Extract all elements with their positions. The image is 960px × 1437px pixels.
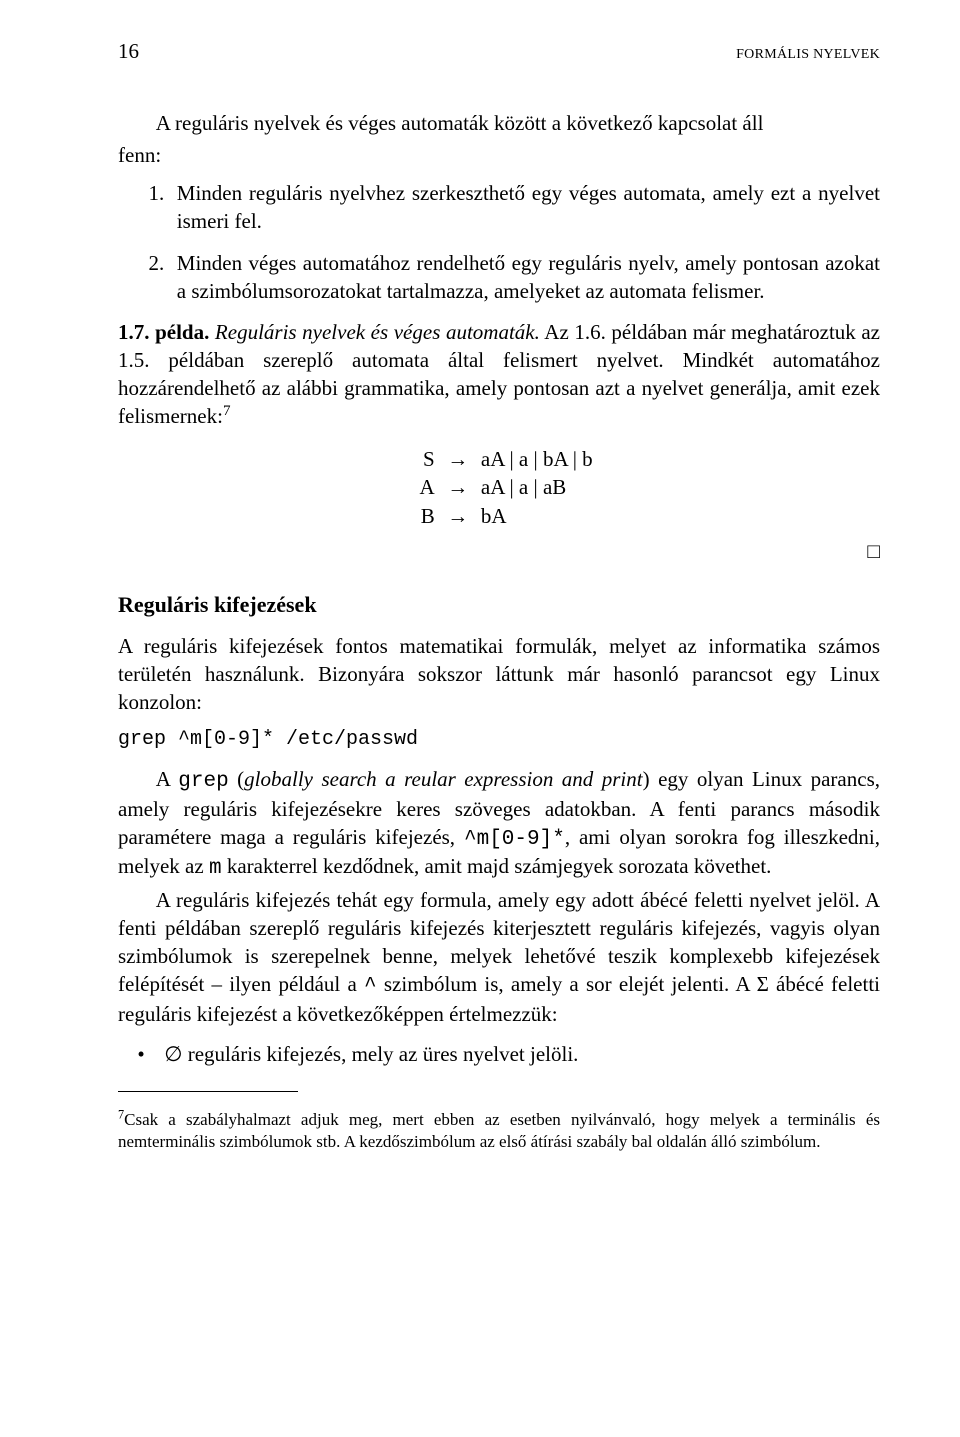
text: A (156, 767, 178, 791)
example-para: 1.7. példa. Reguláris nyelvek és véges a… (118, 319, 880, 431)
bullet-mark: • (118, 1041, 164, 1069)
grammar-lhs: A (405, 473, 434, 501)
intro-para-line1: A reguláris nyelvek és véges automaták k… (118, 110, 880, 138)
running-head: FORMÁLIS NYELVEK (736, 46, 880, 65)
footnote-text: Csak a szabályhalmazt adjuk meg, mert eb… (118, 1110, 880, 1151)
italic-text: globally search a reular expression and … (244, 767, 642, 791)
footnote-rule (118, 1091, 298, 1092)
example-title: Reguláris nyelvek és véges automaták. (215, 320, 540, 344)
page-header: 16 FORMÁLIS NYELVEK (118, 38, 880, 66)
regex-para-3: A reguláris kifejezés tehát egy formula,… (118, 887, 880, 1029)
empty-set-symbol: ∅ (164, 1042, 182, 1066)
code-block: grep ^m[0-9]* /etc/passwd (118, 727, 880, 754)
grammar-rhs: aA | a | aB (481, 473, 566, 501)
list-body: Minden véges automatához rendelhető egy … (177, 250, 880, 306)
qed-symbol: □ (118, 538, 880, 566)
grammar-arrow: → (435, 502, 481, 530)
inline-code: ^m[0-9]* (464, 828, 565, 851)
list-number: 1. (118, 180, 177, 236)
regex-para-1: A reguláris kifejezések fontos matematik… (118, 633, 880, 717)
page-number: 16 (118, 38, 139, 66)
list-number: 2. (118, 250, 177, 306)
bullet-list: • ∅ reguláris kifejezés, mely az üres ny… (118, 1041, 880, 1069)
footnote-ref: 7 (223, 403, 231, 419)
grammar-row: B → bA (405, 502, 592, 530)
list-body: Minden reguláris nyelvhez szerkeszthető … (177, 180, 880, 236)
grammar-lhs: S (405, 445, 434, 473)
text: karakterrel kezdődnek, amit majd számjeg… (222, 854, 772, 878)
grammar-rhs: aA | a | bA | b (481, 445, 593, 473)
grammar-lhs: B (405, 502, 434, 530)
intro-para-line2: fenn: (118, 142, 880, 170)
inline-code: grep (178, 770, 228, 793)
subheading: Reguláris kifejezések (118, 590, 880, 619)
grammar-rhs: bA (481, 502, 507, 530)
text: ( (229, 767, 244, 791)
numbered-list: 1. Minden reguláris nyelvhez szerkeszthe… (118, 180, 880, 306)
bullet-body: ∅ reguláris kifejezés, mely az üres nyel… (164, 1041, 880, 1069)
example-label: 1.7. példa. (118, 320, 209, 344)
list-item: 2. Minden véges automatához rendelhető e… (118, 250, 880, 306)
inline-code: m (209, 857, 222, 880)
grammar-arrow: → (435, 445, 481, 473)
bullet-item: • ∅ reguláris kifejezés, mely az üres ny… (118, 1041, 880, 1069)
text: reguláris kifejezés, mely az üres nyelve… (182, 1042, 578, 1066)
grammar-row: A → aA | a | aB (405, 473, 592, 501)
inline-code: ^ (364, 975, 377, 998)
grammar-arrow: → (435, 473, 481, 501)
footnote: 7Csak a szabályhalmazt adjuk meg, mert e… (118, 1109, 880, 1153)
regex-para-2: A grep (globally search a reular express… (118, 766, 880, 884)
list-item: 1. Minden reguláris nyelvhez szerkeszthe… (118, 180, 880, 236)
grammar-block: S → aA | a | bA | b A → aA | a | aB B → … (405, 445, 592, 530)
grammar-row: S → aA | a | bA | b (405, 445, 592, 473)
